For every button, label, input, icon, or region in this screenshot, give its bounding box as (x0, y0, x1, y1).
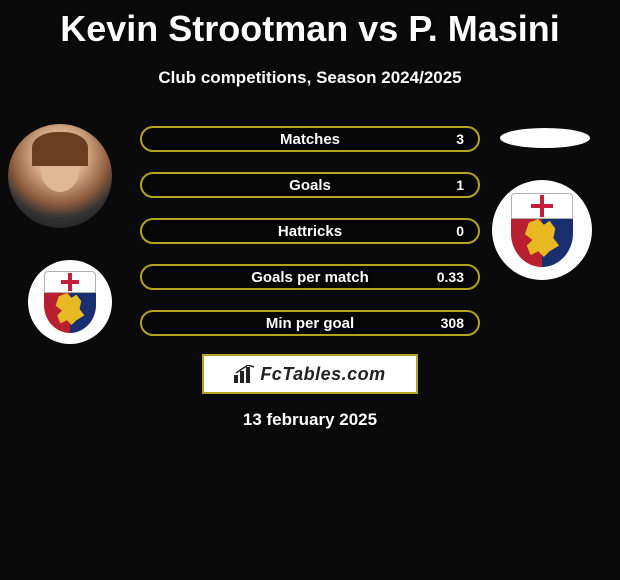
date-text: 13 february 2025 (0, 410, 620, 430)
player-left-photo (8, 124, 112, 228)
stat-row: Goals per match 0.33 (140, 264, 480, 290)
subtitle: Club competitions, Season 2024/2025 (0, 68, 620, 88)
player-right-photo (500, 128, 590, 148)
stat-right-value: 0.33 (437, 269, 464, 285)
stat-right-value: 3 (456, 131, 464, 147)
brand-box[interactable]: FcTables.com (202, 354, 418, 394)
stat-label: Matches (142, 131, 478, 148)
club-badge-left (28, 260, 112, 344)
chart-icon (234, 365, 256, 383)
brand-text: FcTables.com (260, 364, 385, 385)
stat-label: Goals (142, 177, 478, 194)
club-badge-right (492, 180, 592, 280)
stat-rows: Matches 3 Goals 1 Hattricks 0 Goals per … (140, 126, 480, 356)
stat-right-value: 0 (456, 223, 464, 239)
page-title: Kevin Strootman vs P. Masini (0, 0, 620, 50)
stat-label: Min per goal (142, 315, 478, 332)
stat-row: Hattricks 0 (140, 218, 480, 244)
stat-right-value: 1 (456, 177, 464, 193)
stat-row: Goals 1 (140, 172, 480, 198)
stat-row: Matches 3 (140, 126, 480, 152)
stat-label: Goals per match (142, 269, 478, 286)
stat-right-value: 308 (441, 315, 464, 331)
stat-row: Min per goal 308 (140, 310, 480, 336)
stat-label: Hattricks (142, 223, 478, 240)
